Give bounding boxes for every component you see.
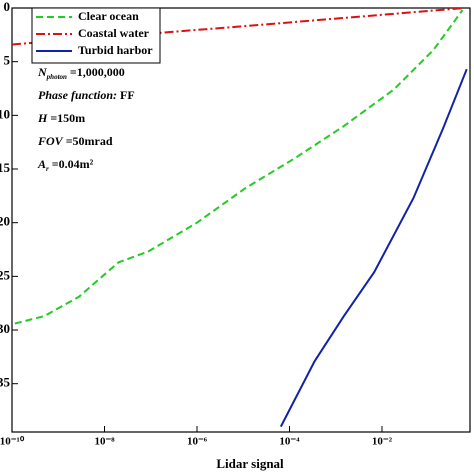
x-tick-label: 10⁻² xyxy=(372,436,393,448)
x-tick-label: 10⁻⁴ xyxy=(279,436,300,448)
annotation: H =150m xyxy=(37,111,85,125)
annotation-main: N xyxy=(37,65,48,79)
annotation-main: FOV xyxy=(37,134,64,148)
annotation: FOV =50mrad xyxy=(37,134,113,148)
annotation-main: H xyxy=(37,111,48,125)
annotation: Nphoton =1,000,000 xyxy=(37,65,125,81)
annotation-rest: =150m xyxy=(47,111,85,125)
annotation-main: Phase function: xyxy=(38,88,117,102)
plot-area xyxy=(12,8,468,428)
legend-label: Clear ocean xyxy=(78,9,139,23)
annotation-rest: =50mrad xyxy=(63,134,113,148)
annotation-main: A xyxy=(37,157,46,171)
y-tick-label: 20 xyxy=(0,214,10,229)
y-tick-label: 30 xyxy=(0,321,10,336)
y-tick-label: 25 xyxy=(0,267,11,282)
legend-label: Coastal water xyxy=(78,26,150,40)
x-tick-label: 10⁻⁸ xyxy=(94,436,115,448)
annotation: Ar =0.04m² xyxy=(37,157,94,173)
legend-label: Turbid harbor xyxy=(78,43,153,57)
annotation-rest: =0.04m² xyxy=(49,157,94,171)
annotation-rest: =1,000,000 xyxy=(67,65,125,79)
x-tick-label: 10⁻¹⁰ xyxy=(0,436,25,448)
plot-frame xyxy=(11,7,471,433)
y-tick-label: 10 xyxy=(0,106,10,121)
annotation-sub: r xyxy=(46,165,49,173)
annotation-sub: photon xyxy=(46,73,67,81)
x-tick-label: 10⁻⁶ xyxy=(187,436,208,448)
annotation-rest: FF xyxy=(117,88,135,102)
y-tick-label: 0 xyxy=(4,0,11,14)
y-tick-label: 5 xyxy=(4,53,11,68)
series-line xyxy=(279,68,468,428)
y-tick-label: 35 xyxy=(0,375,11,390)
series-line xyxy=(12,8,465,46)
annotation: Phase function: FF xyxy=(38,88,135,102)
x-axis-label: Lidar signal xyxy=(216,456,284,471)
series-line xyxy=(14,9,464,325)
y-tick-label: 15 xyxy=(0,160,11,175)
